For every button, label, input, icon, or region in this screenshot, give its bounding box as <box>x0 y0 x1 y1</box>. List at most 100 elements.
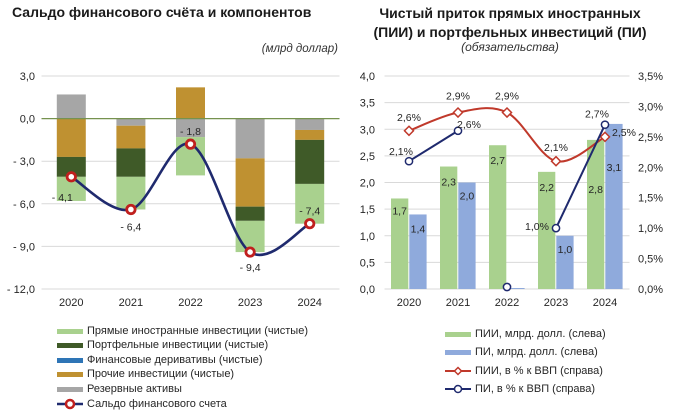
left-y-tick-label: - 9,0 <box>13 241 35 253</box>
right-right-y-tick-label: 0,5% <box>638 254 663 266</box>
bar-2023-portfolio <box>235 206 265 221</box>
legend-swatch-balance <box>57 397 83 411</box>
bar-2024-fdi-bln <box>587 139 605 289</box>
legend-swatch-fdi-bln <box>445 331 471 337</box>
left-y-tick-label: - 3,0 <box>13 156 35 168</box>
bar-2024-other <box>295 129 325 140</box>
legend-label: Прочие инвестиции (чистые) <box>87 368 235 380</box>
data-label-fdi-gdp-2022: 2,9% <box>495 91 519 103</box>
legend-swatch-derivatives <box>57 357 83 363</box>
right-chart-title: Чистый приток прямых иностранных (ПИИ) и… <box>345 4 675 42</box>
right-left-y-tick-label: 2,0 <box>360 178 375 190</box>
bar-2020-portfolio <box>56 156 86 177</box>
right-x-tick-label: 2021 <box>446 297 470 309</box>
right-chart-title-line-2: (ПИИ) и портфельных инвестиций (ПИ) <box>373 24 647 40</box>
right-right-y-tick-label: 3,0% <box>638 101 663 113</box>
legend-item-fdi-gdp: ПИИ, в % к ВВП (справа) <box>445 364 603 378</box>
legend-label: ПИ, млрд. долл. (слева) <box>475 346 598 358</box>
right-right-y-tick-label: 2,0% <box>638 162 663 174</box>
right-x-tick-label: 2023 <box>544 297 568 309</box>
data-label-pi-gdp-2020: 2,1% <box>389 146 413 158</box>
legend-item-fdi-bln: ПИИ, млрд. долл. (слева) <box>445 327 606 341</box>
legend-label: ПИИ, в % к ВВП (справа) <box>475 365 603 377</box>
bar-2020-fdi-bln <box>391 198 409 289</box>
right-left-y-tick-label: 2,5 <box>360 151 375 163</box>
point-pi-gdp-2023 <box>551 223 561 233</box>
left-y-tick-label: 3,0 <box>20 71 35 83</box>
legend-label: Сальдо финансового счета <box>87 398 227 410</box>
data-label-balance-2024: - 7,4 <box>299 206 320 218</box>
data-label-balance-2021: - 6,4 <box>120 221 141 233</box>
legend-item-balance: Сальдо финансового счета <box>57 397 227 411</box>
legend-swatch-fdi <box>57 328 83 334</box>
bar-2021-portfolio <box>116 148 146 177</box>
point-pi-gdp-2021 <box>453 126 463 136</box>
point-fdi-gdp-2020 <box>403 125 415 137</box>
left-chart: 3,0 0,0 - 3,0 - 6,0 - 9,0 - 12,0 2020 2021 2022 2… <box>7 71 340 309</box>
point-balance-2023 <box>244 246 256 258</box>
data-label-balance-2022: - 1,8 <box>180 126 201 138</box>
right-right-y-tick-label: 1,0% <box>638 223 663 235</box>
bar-2024-reserves <box>295 118 325 130</box>
left-chart-unit-note: (млрд доллар) <box>261 43 338 55</box>
data-label-fdi-gdp-2024: 2,5% <box>612 127 636 139</box>
legend-swatch-reserves <box>57 386 83 392</box>
data-label-pi-bln-2023: 1,0 <box>558 244 573 256</box>
bar-2020-reserves <box>56 94 86 119</box>
legend-label: Резервные активы <box>87 383 182 395</box>
data-label-fdi-bln-2020: 1,7 <box>392 205 407 217</box>
left-x-tick-label: 2022 <box>178 297 202 309</box>
bar-2022-pi-bln <box>507 288 525 289</box>
legend-item-fdi: Прямые иностранные инвестиции (чистые) <box>57 324 308 338</box>
data-label-fdi-gdp-2020: 2,6% <box>397 112 421 124</box>
right-left-y-tick-label: 3,0 <box>360 124 375 136</box>
right-x-tick-label: 2024 <box>593 297 617 309</box>
legend-swatch-portfolio <box>57 342 83 348</box>
right-right-y-tick-label: 0,0% <box>638 284 663 296</box>
bar-2021-fdi-bln <box>440 166 458 289</box>
legend-label: ПИИ, млрд. долл. (слева) <box>475 328 606 340</box>
right-chart: 0,0 0,5 1,0 1,5 2,0 2,5 3,0 3,5 4,0 0,0% 0,5% 1,0% 1… <box>360 71 664 309</box>
legend-item-derivatives: Финансовые деривативы (чистые) <box>57 353 263 367</box>
left-y-tick-label: - 12,0 <box>7 284 35 296</box>
right-x-tick-label: 2020 <box>397 297 421 309</box>
data-label-fdi-bln-2023: 2,2 <box>539 182 554 194</box>
legend-item-pi-bln: ПИ, млрд. долл. (слева) <box>445 345 598 359</box>
point-fdi-gdp-2024 <box>599 131 611 143</box>
right-left-y-tick-label: 4,0 <box>360 71 375 83</box>
bar-2022-fdi-bln <box>489 145 507 289</box>
left-y-tick-label: - 6,0 <box>13 199 35 211</box>
legend-item-portfolio: Портфельные инвестиции (чистые) <box>57 338 268 352</box>
right-chart-subtitle: (обязательства) <box>461 40 559 54</box>
bar-2022-other <box>176 87 205 119</box>
point-balance-2021 <box>125 203 137 216</box>
right-chart-title-line-1: Чистый приток прямых иностранных <box>379 5 641 21</box>
legend-swatch-other <box>57 371 83 377</box>
left-chart-title: Сальдо финансового счёта и компонентов <box>12 4 312 20</box>
data-label-fdi-gdp-2021: 2,9% <box>446 91 470 103</box>
point-pi-gdp-2020 <box>404 156 414 166</box>
legend-label: ПИ, в % к ВВП (справа) <box>475 383 596 395</box>
right-left-y-tick-label: 1,0 <box>360 231 375 243</box>
data-label-fdi-gdp-2023: 2,1% <box>544 142 568 154</box>
data-label-pi-bln-2020: 1,4 <box>411 223 426 235</box>
bar-2024-pi-bln <box>605 123 623 289</box>
data-label-balance-2020: - 4,1 <box>52 192 73 204</box>
right-right-y-tick-label: 2,5% <box>638 132 663 144</box>
right-left-y-tick-label: 0,5 <box>360 257 375 269</box>
legend-label: Финансовые деривативы (чистые) <box>87 354 263 366</box>
bar-2024-fdi <box>295 183 325 224</box>
bar-2024-portfolio <box>295 139 325 184</box>
point-balance-2022 <box>184 138 197 150</box>
bar-2021-reserves <box>116 118 146 126</box>
data-label-pi-gdp-2023: 1,0% <box>525 221 549 233</box>
right-right-y-tick-label: 1,5% <box>638 193 663 205</box>
legend-label: Прямые иностранные инвестиции (чистые) <box>87 325 308 337</box>
point-pi-gdp-2024 <box>600 120 610 130</box>
data-label-pi-gdp-2021: 2,6% <box>457 119 481 131</box>
data-label-balance-2023: - 9,4 <box>240 262 261 274</box>
line-pi-gdp-segment <box>555 124 606 229</box>
bar-2020-pi-bln <box>409 214 427 289</box>
legend-swatch-pi-bln <box>445 349 471 355</box>
